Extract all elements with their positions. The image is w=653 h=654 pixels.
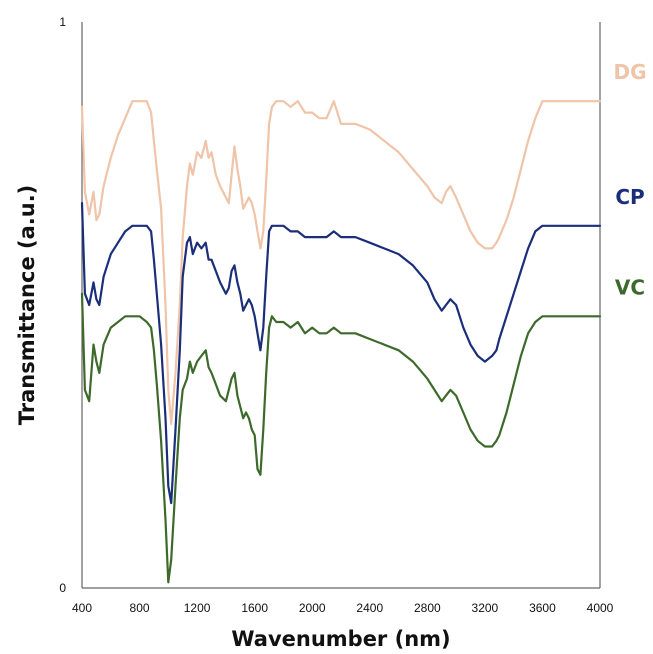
series-label-vc: VC (615, 275, 645, 299)
y-tick-labels: 01 (59, 15, 66, 595)
x-tick-label: 1600 (241, 601, 268, 615)
x-axis-title: Wavenumber (nm) (231, 627, 450, 651)
x-tick-label: 2800 (414, 601, 441, 615)
x-tick-label: 2000 (299, 601, 326, 615)
series-line-cp (80, 202, 602, 505)
series-line-vc (80, 292, 602, 584)
series-lines (80, 100, 602, 584)
y-tick-label: 0 (59, 581, 66, 595)
y-tick-label: 1 (59, 15, 66, 29)
x-tick-label: 3600 (529, 601, 556, 615)
x-tick-label: 4000 (587, 601, 614, 615)
x-tick-label: 400 (72, 601, 92, 615)
series-label-dg: DG (613, 60, 646, 84)
y-axis-title: Transmittance (a.u.) (15, 185, 39, 426)
x-tick-labels: 400 800 1200 1600 2000 2400 2800 3200 3600 4000 (72, 601, 614, 615)
x-tick-label: 800 (130, 601, 150, 615)
series-line-dg (80, 100, 602, 425)
x-tick-label: 1200 (184, 601, 211, 615)
plot-axes (81, 22, 601, 589)
series-labels: DG CP VC (613, 60, 646, 299)
x-tick-label: 3200 (472, 601, 499, 615)
x-tick-label: 2400 (356, 601, 383, 615)
series-label-cp: CP (615, 185, 644, 209)
